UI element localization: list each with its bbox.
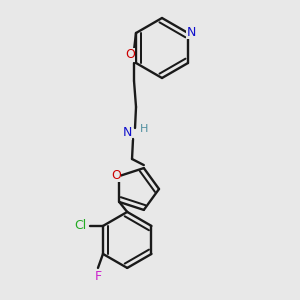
Text: O: O xyxy=(125,49,135,62)
Text: Cl: Cl xyxy=(74,219,86,232)
Text: N: N xyxy=(122,127,132,140)
Text: N: N xyxy=(186,26,196,38)
Text: F: F xyxy=(94,270,101,284)
Text: H: H xyxy=(140,124,148,134)
Text: O: O xyxy=(111,169,121,182)
